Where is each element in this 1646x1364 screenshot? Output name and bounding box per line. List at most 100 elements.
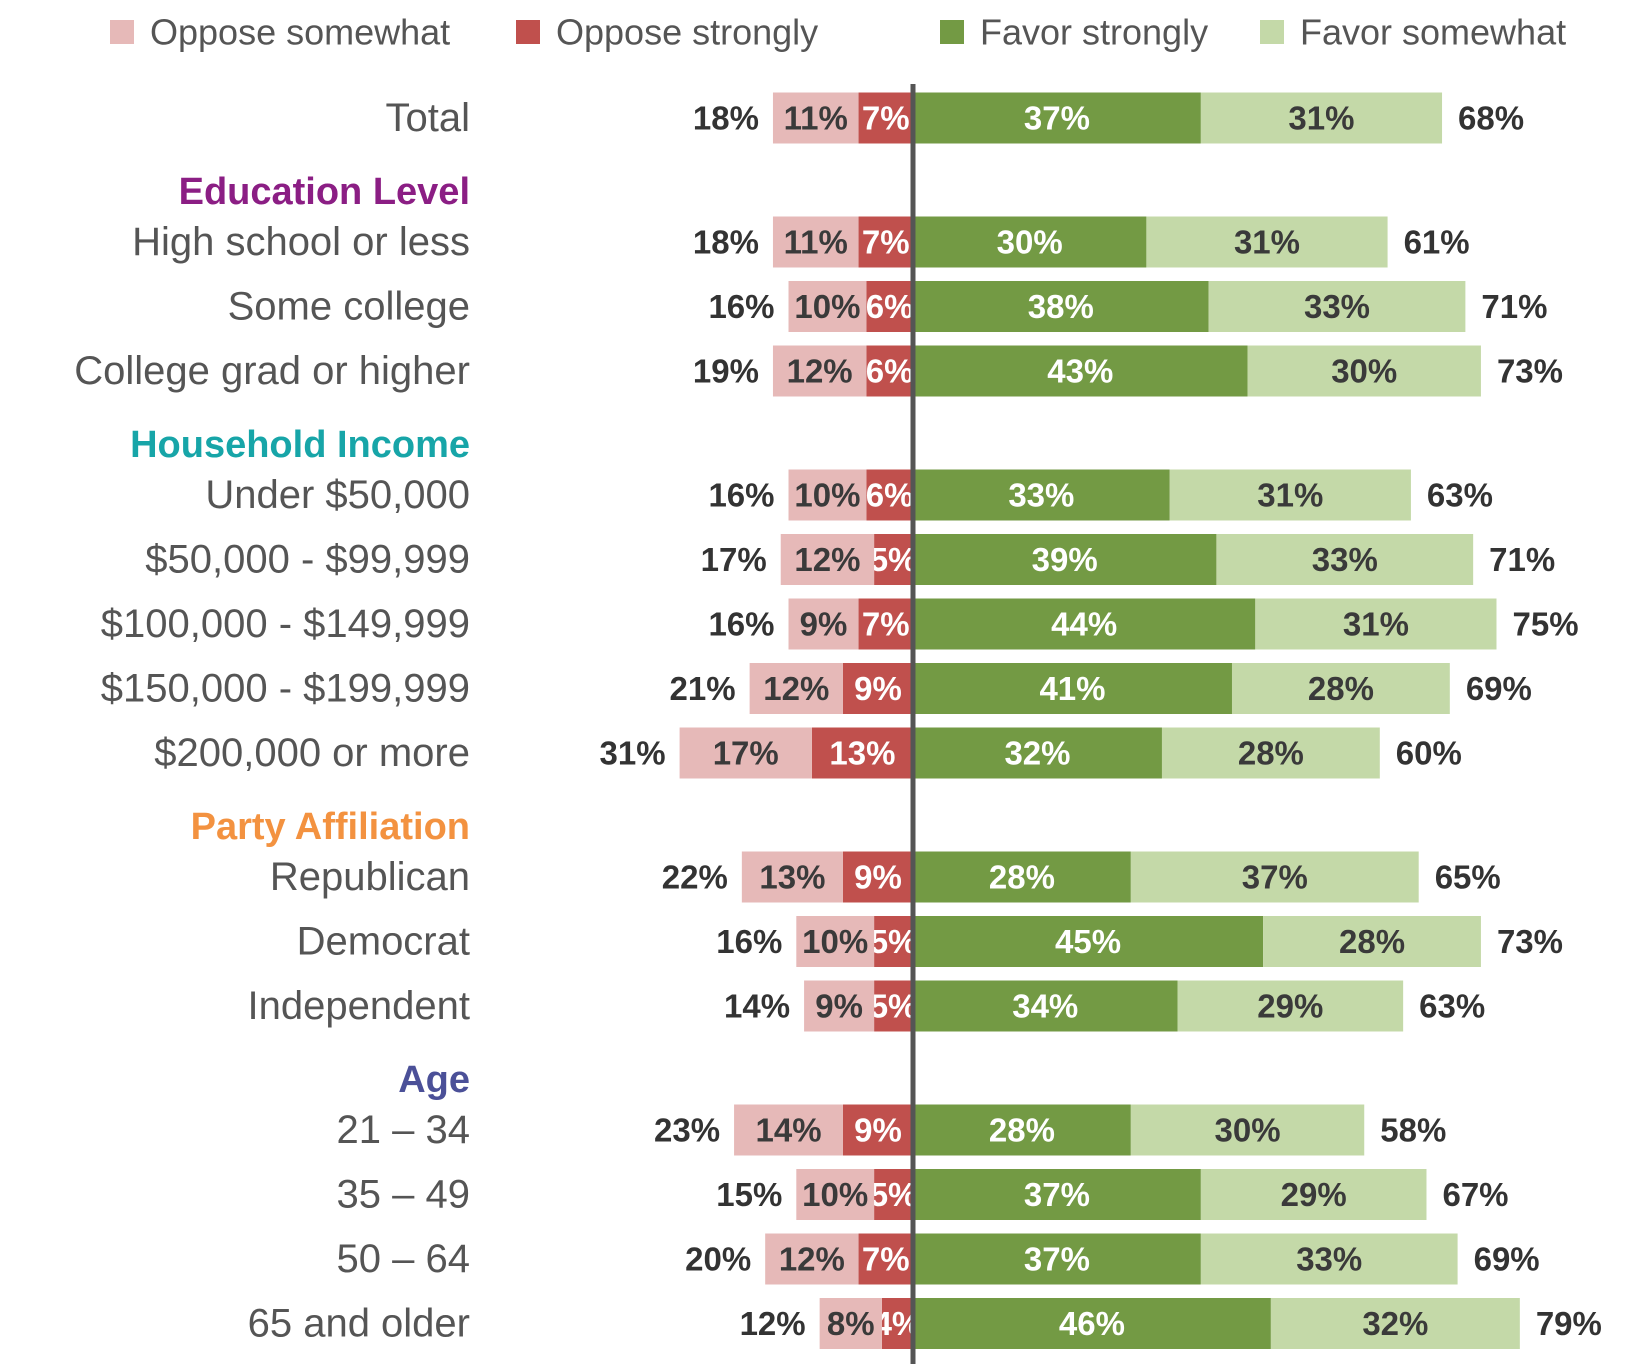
bar-label: 7% bbox=[862, 224, 910, 261]
bar-segment bbox=[842, 663, 913, 714]
category-label: $100,000 - $149,999 bbox=[101, 602, 470, 646]
legend-label: Favor strongly bbox=[980, 12, 1208, 53]
favor-total: 75% bbox=[1513, 606, 1579, 643]
oppose-total: 16% bbox=[708, 606, 774, 643]
bar-label: 33% bbox=[1312, 541, 1378, 578]
bar-label: 7% bbox=[862, 606, 910, 643]
bar-segment bbox=[788, 469, 867, 521]
bar-label: 34% bbox=[1012, 988, 1078, 1025]
bar-label: 8% bbox=[827, 1305, 875, 1342]
bar-label: 45% bbox=[1055, 923, 1121, 960]
legend-swatch bbox=[940, 20, 964, 44]
bar-segment bbox=[913, 534, 1217, 585]
category-label: 21 – 34 bbox=[337, 1108, 470, 1152]
bar-label: 30% bbox=[997, 224, 1063, 261]
bar-segment bbox=[1169, 469, 1411, 521]
oppose-total: 19% bbox=[693, 353, 759, 390]
bar-label: 33% bbox=[1008, 477, 1074, 514]
bar-segment bbox=[874, 980, 913, 1032]
bar-segment bbox=[780, 534, 875, 585]
bar-segment bbox=[1130, 851, 1419, 903]
bar-segment bbox=[866, 469, 913, 521]
bar-segment bbox=[734, 1104, 843, 1156]
bar-segment bbox=[772, 92, 859, 144]
bar-segment bbox=[1177, 980, 1404, 1032]
oppose-total: 15% bbox=[716, 1176, 782, 1213]
bar-label: 11% bbox=[784, 100, 848, 137]
bar-label: 12% bbox=[779, 1241, 845, 1278]
bar-segment bbox=[874, 1169, 913, 1220]
favor-total: 58% bbox=[1380, 1112, 1446, 1149]
oppose-total: 16% bbox=[708, 477, 774, 514]
bar-label: 46% bbox=[1059, 1305, 1125, 1342]
bar-label: 6% bbox=[866, 477, 914, 514]
bar-label: 33% bbox=[1304, 288, 1370, 325]
bar-segment bbox=[913, 916, 1264, 967]
favor-total: 63% bbox=[1419, 988, 1485, 1025]
bar-segment bbox=[913, 1298, 1271, 1349]
category-label: Under $50,000 bbox=[205, 473, 470, 517]
bar-label: 32% bbox=[1362, 1305, 1428, 1342]
legend-swatch bbox=[516, 20, 540, 44]
bar-label: 44% bbox=[1051, 606, 1117, 643]
bar-label: 17% bbox=[713, 735, 779, 772]
bar-segment bbox=[881, 1298, 913, 1349]
bar-segment bbox=[741, 851, 843, 903]
favor-total: 73% bbox=[1497, 923, 1563, 960]
bar-label: 9% bbox=[854, 859, 902, 896]
favor-total: 60% bbox=[1396, 735, 1462, 772]
bar-segment bbox=[913, 1169, 1201, 1220]
bar-label: 10% bbox=[794, 477, 860, 514]
bar-segment bbox=[858, 598, 913, 650]
legend-label: Favor somewhat bbox=[1300, 12, 1566, 53]
bar-segment bbox=[1255, 598, 1497, 650]
group-header: Age bbox=[398, 1059, 470, 1101]
bar-segment bbox=[842, 851, 913, 903]
category-label: 50 – 64 bbox=[337, 1237, 470, 1281]
oppose-total: 22% bbox=[662, 859, 728, 896]
legend-label: Oppose somewhat bbox=[150, 12, 450, 53]
category-label: $50,000 - $99,999 bbox=[145, 538, 470, 582]
legend-label: Oppose strongly bbox=[556, 12, 818, 53]
bar-segment bbox=[874, 916, 913, 967]
bar-segment bbox=[913, 281, 1209, 332]
bar-label: 28% bbox=[1339, 923, 1405, 960]
bar-segment bbox=[1146, 216, 1388, 268]
bar-segment bbox=[804, 980, 875, 1032]
bar-segment bbox=[1200, 1169, 1427, 1220]
bar-segment bbox=[858, 1233, 913, 1285]
category-label: High school or less bbox=[132, 220, 470, 264]
bar-segment bbox=[913, 663, 1232, 714]
bar-segment bbox=[842, 1104, 913, 1156]
bar-label: 13% bbox=[829, 735, 895, 772]
favor-total: 61% bbox=[1404, 224, 1470, 261]
category-label: Total bbox=[386, 96, 471, 140]
bar-segment bbox=[765, 1233, 859, 1285]
bar-label: 13% bbox=[759, 859, 825, 896]
bar-label: 7% bbox=[862, 1241, 910, 1278]
bar-segment bbox=[913, 345, 1248, 397]
bar-label: 28% bbox=[1308, 670, 1374, 707]
bar-label: 38% bbox=[1028, 288, 1094, 325]
favor-total: 65% bbox=[1435, 859, 1501, 896]
bar-label: 37% bbox=[1242, 859, 1308, 896]
oppose-total: 18% bbox=[693, 224, 759, 261]
bar-label: 9% bbox=[854, 1112, 902, 1149]
oppose-total: 17% bbox=[701, 541, 767, 578]
bar-label: 37% bbox=[1024, 1176, 1090, 1213]
bar-segment bbox=[1231, 663, 1450, 714]
group-header: Party Affiliation bbox=[191, 806, 470, 848]
favor-total: 67% bbox=[1442, 1176, 1508, 1213]
oppose-total: 12% bbox=[740, 1305, 806, 1342]
category-label: $200,000 or more bbox=[154, 731, 470, 775]
oppose-total: 16% bbox=[716, 923, 782, 960]
bar-segment bbox=[772, 216, 859, 268]
bar-segment bbox=[796, 1169, 875, 1220]
oppose-total: 14% bbox=[724, 988, 790, 1025]
category-label: Some college bbox=[228, 285, 470, 329]
bar-label: 30% bbox=[1331, 353, 1397, 390]
favor-total: 71% bbox=[1489, 541, 1555, 578]
bar-label: 9% bbox=[815, 988, 863, 1025]
oppose-total: 18% bbox=[693, 100, 759, 137]
bar-label: 28% bbox=[989, 859, 1055, 896]
